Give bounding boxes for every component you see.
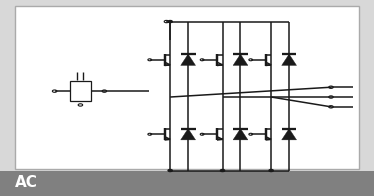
Circle shape bbox=[168, 169, 172, 172]
Circle shape bbox=[168, 20, 172, 23]
FancyBboxPatch shape bbox=[15, 6, 359, 169]
Text: AC: AC bbox=[15, 175, 38, 190]
Polygon shape bbox=[181, 129, 196, 140]
FancyBboxPatch shape bbox=[70, 81, 91, 102]
Circle shape bbox=[220, 169, 225, 172]
Circle shape bbox=[269, 169, 273, 172]
Polygon shape bbox=[181, 54, 196, 65]
Polygon shape bbox=[233, 129, 248, 140]
FancyBboxPatch shape bbox=[0, 171, 374, 196]
Polygon shape bbox=[282, 129, 297, 140]
Polygon shape bbox=[282, 54, 297, 65]
Polygon shape bbox=[233, 54, 248, 65]
